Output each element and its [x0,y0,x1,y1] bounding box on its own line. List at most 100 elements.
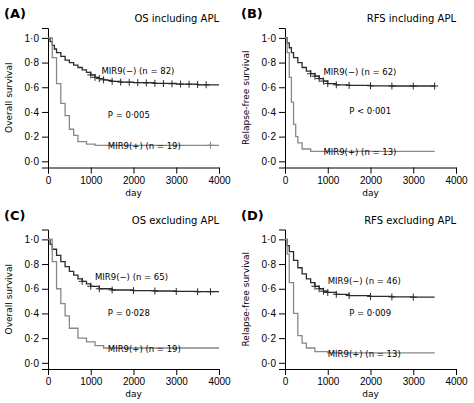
x-tick: 1000 [317,168,340,186]
y-tick: 1·0 [25,234,48,245]
y-tick-mark [42,338,48,339]
y-tick-label: 0·6 [262,283,277,294]
censor-mark [143,79,150,86]
panel-label: (B) [241,6,263,21]
y-tick-mark [279,87,285,88]
censor-mark [168,80,175,87]
censor-mark [410,294,417,301]
x-tick: 1000 [80,168,103,186]
y-axis-line [279,230,286,370]
x-axis-title: day [125,389,142,399]
x-tick: 4000 [208,168,231,186]
x-axis: 01000200030004000 [283,168,468,186]
x-axis: 01000200030004000 [46,369,231,387]
plot-area [48,239,219,348]
censor-mark [333,291,340,298]
x-tick-label: 0 [46,175,52,186]
x-tick-label: 1000 [80,175,103,186]
y-tick-label: 1·0 [25,33,40,44]
y-axis-title: Relapse-free survival [241,252,251,346]
x-tick-mark [413,369,414,375]
censor-mark [203,81,210,88]
y-tick: 0·2 [262,333,285,344]
y-tick-mark [42,87,48,88]
censor-mark [96,75,103,82]
censor-mark [109,286,116,293]
y-tick-label: 0·2 [25,333,40,344]
annotation: MIR9(+) (n = 19) [108,141,181,151]
panel: 010002000300040000·00·20·40·60·81·0MIR9(… [241,6,468,198]
y-tick-label: 1·0 [25,234,40,245]
censor-mark [109,78,116,85]
y-tick: 0·0 [25,156,48,167]
censor-mark [87,283,94,290]
survival-curve [48,38,219,85]
x-tick: 0 [283,369,289,387]
y-tick: 1·0 [25,33,48,44]
survival-curve [285,38,435,152]
x-tick: 0 [46,168,52,186]
x-tick-mark [176,369,177,375]
x-tick-label: 3000 [403,376,426,387]
x-tick-mark [328,369,329,375]
y-tick: 0·6 [262,82,285,93]
y-axis: 0·00·20·40·60·81·0 [262,29,286,169]
y-tick: 1·0 [262,33,285,44]
x-tick-mark [219,369,220,375]
x-tick-label: 2000 [360,175,383,186]
y-tick-label: 0·2 [262,131,277,142]
y-tick-label: 0·4 [25,107,40,118]
x-tick: 3000 [403,168,426,186]
y-axis-title: Overall survival [4,264,14,334]
censor-mark [388,293,395,300]
censor-mark [207,142,214,149]
x-tick: 4000 [208,369,231,387]
y-axis: 0·00·20·40·60·81·0 [262,230,286,370]
x-tick: 3000 [166,369,189,387]
panel: 010002000300040000·00·20·40·60·81·0MIR9(… [241,208,468,400]
censor-mark [367,82,374,89]
y-tick-label: 0·0 [25,358,40,369]
y-tick: 0·4 [262,308,285,319]
y-axis: 0·00·20·40·60·81·0 [25,230,49,370]
y-axis-line [279,29,286,169]
y-tick-label: 0·6 [262,82,277,93]
censor-mark [194,81,201,88]
y-tick-label: 0·8 [262,57,277,68]
y-tick: 0·6 [262,283,285,294]
x-axis-line [49,370,220,376]
censor-mark [134,79,141,86]
y-tick-mark [279,63,285,64]
y-tick: 1·0 [262,234,285,245]
x-tick-mark [134,168,135,174]
censor-mark [100,76,107,83]
survival-curve [285,38,435,86]
x-tick-mark [176,168,177,174]
annotation: MIR9(−) (n = 46) [328,276,401,286]
y-tick-label: 0·2 [262,333,277,344]
annotation: MIR9(+) (n = 19) [108,344,181,354]
y-tick-label: 0·4 [262,308,277,319]
y-tick: 0·8 [25,259,48,270]
y-tick-mark [279,137,285,138]
y-tick-mark [279,264,285,265]
y-tick-mark [42,363,48,364]
x-axis-title: day [362,389,379,399]
censor-mark [333,81,340,88]
x-axis-title: day [125,188,142,198]
y-tick-label: 0·2 [25,131,40,142]
panel-title: OS excluding APL [132,215,220,226]
annotation: P = 0·028 [108,308,150,318]
panel-title: OS including APL [134,13,219,24]
censor-mark [186,81,193,88]
annotation: P = 0·009 [349,308,391,318]
y-tick-mark [42,137,48,138]
y-tick: 0·0 [262,358,285,369]
y-tick-label: 0·0 [262,156,277,167]
x-tick-label: 3000 [166,376,189,387]
panel-label: (A) [4,6,26,21]
panel-label: (D) [241,208,264,223]
plot-area [285,38,438,152]
y-tick-label: 0·0 [262,358,277,369]
annotation: P < 0·001 [349,106,391,116]
